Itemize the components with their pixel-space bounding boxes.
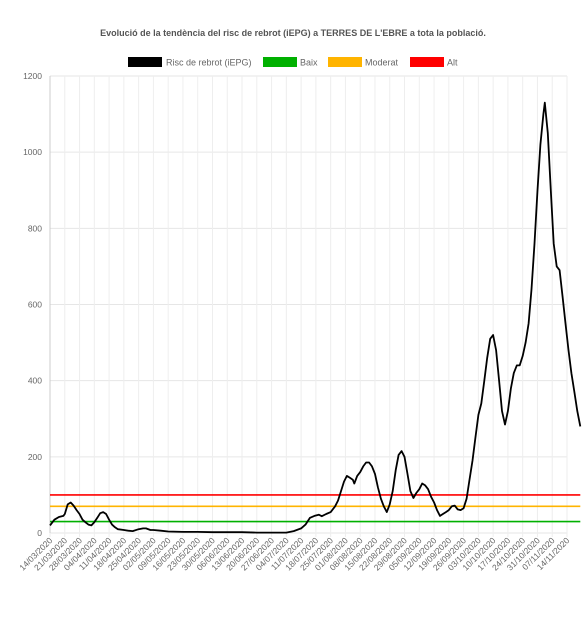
chart-title: Evolució de la tendència del risc de reb… bbox=[100, 28, 486, 38]
y-tick-label: 600 bbox=[28, 300, 42, 310]
legend: Risc de rebrot (iEPG) Baix Moderat Alt bbox=[128, 57, 458, 68]
series-line-0 bbox=[49, 101, 582, 534]
legend-label: Risc de rebrot (iEPG) bbox=[166, 58, 252, 68]
y-tick-label: 1000 bbox=[23, 147, 42, 157]
y-tick-label: 1200 bbox=[23, 71, 42, 81]
legend-swatch bbox=[410, 57, 444, 67]
legend-label: Moderat bbox=[365, 58, 399, 68]
y-tick-label: 200 bbox=[28, 452, 42, 462]
y-tick-label: 0 bbox=[37, 528, 42, 538]
plot-area bbox=[49, 101, 582, 534]
x-axis: 14/03/202021/03/202028/03/202004/04/2020… bbox=[17, 535, 571, 572]
legend-swatch bbox=[128, 57, 162, 67]
legend-swatch bbox=[263, 57, 297, 67]
y-tick-label: 400 bbox=[28, 376, 42, 386]
legend-swatch bbox=[328, 57, 362, 67]
legend-label: Alt bbox=[447, 58, 458, 68]
grid bbox=[49, 75, 568, 537]
y-axis: 0 200 400 600 800 1000 1200 bbox=[23, 71, 42, 538]
y-tick-label: 800 bbox=[28, 223, 42, 233]
legend-label: Baix bbox=[300, 58, 318, 68]
